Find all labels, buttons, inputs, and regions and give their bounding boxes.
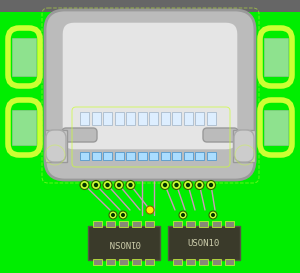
Bar [225, 259, 234, 265]
Bar [199, 221, 208, 227]
Circle shape [186, 183, 190, 187]
Bar [264, 110, 288, 145]
Bar [233, 130, 255, 162]
Bar [186, 259, 195, 265]
Text: 01NOSN: 01NOSN [108, 239, 140, 248]
Circle shape [109, 211, 117, 219]
Circle shape [82, 183, 87, 187]
Bar [119, 259, 128, 265]
Bar [145, 221, 154, 227]
Circle shape [119, 211, 127, 219]
Bar [103, 152, 112, 160]
Circle shape [92, 180, 100, 189]
Bar [264, 38, 288, 76]
Bar [126, 152, 135, 160]
FancyBboxPatch shape [203, 128, 238, 142]
Bar [80, 112, 89, 125]
Circle shape [184, 180, 193, 189]
Bar [184, 112, 193, 125]
Bar [149, 112, 158, 125]
Bar [88, 226, 160, 260]
Circle shape [115, 180, 124, 189]
Bar [132, 221, 141, 227]
Bar [173, 259, 182, 265]
FancyBboxPatch shape [62, 22, 238, 150]
Bar [206, 112, 215, 125]
Bar [199, 259, 208, 265]
Circle shape [179, 211, 187, 219]
Bar [93, 259, 102, 265]
Bar [149, 152, 158, 160]
Bar [225, 221, 234, 227]
Circle shape [172, 180, 181, 189]
Bar [106, 259, 115, 265]
Bar [103, 112, 112, 125]
Bar [212, 221, 221, 227]
Bar [173, 221, 182, 227]
Circle shape [209, 183, 213, 187]
Bar [106, 221, 115, 227]
Circle shape [211, 213, 215, 217]
Bar [137, 152, 146, 160]
Circle shape [126, 180, 135, 189]
Bar [212, 259, 221, 265]
Circle shape [195, 180, 204, 189]
Text: USON10: USON10 [188, 239, 220, 248]
Bar [206, 152, 215, 160]
Circle shape [80, 180, 89, 189]
Circle shape [174, 183, 179, 187]
Bar [119, 221, 128, 227]
Bar [12, 110, 36, 145]
Bar [92, 152, 100, 160]
FancyBboxPatch shape [45, 10, 255, 180]
Circle shape [197, 183, 202, 187]
Circle shape [103, 180, 112, 189]
Bar [132, 259, 141, 265]
Bar [45, 130, 67, 162]
Circle shape [105, 183, 110, 187]
Circle shape [111, 213, 115, 217]
Bar [115, 152, 124, 160]
Circle shape [181, 213, 185, 217]
Circle shape [160, 180, 169, 189]
Circle shape [94, 183, 98, 187]
Bar [168, 226, 240, 260]
Bar [160, 112, 169, 125]
Circle shape [146, 206, 154, 214]
Bar [186, 221, 195, 227]
Circle shape [121, 213, 125, 217]
Bar [145, 259, 154, 265]
FancyBboxPatch shape [46, 130, 66, 162]
Bar [172, 112, 181, 125]
Bar [80, 152, 89, 160]
Bar [172, 152, 181, 160]
FancyBboxPatch shape [234, 130, 254, 162]
Bar [0, 0, 300, 12]
Bar [93, 221, 102, 227]
Bar [195, 112, 204, 125]
Bar [160, 152, 169, 160]
Bar [92, 112, 100, 125]
Bar [115, 112, 124, 125]
Bar [137, 112, 146, 125]
Bar [195, 152, 204, 160]
Circle shape [163, 183, 167, 187]
Circle shape [117, 183, 121, 187]
Circle shape [206, 180, 215, 189]
FancyBboxPatch shape [62, 128, 97, 142]
Bar [184, 152, 193, 160]
Bar [12, 38, 36, 76]
Bar [126, 112, 135, 125]
Circle shape [209, 211, 217, 219]
Circle shape [128, 183, 133, 187]
